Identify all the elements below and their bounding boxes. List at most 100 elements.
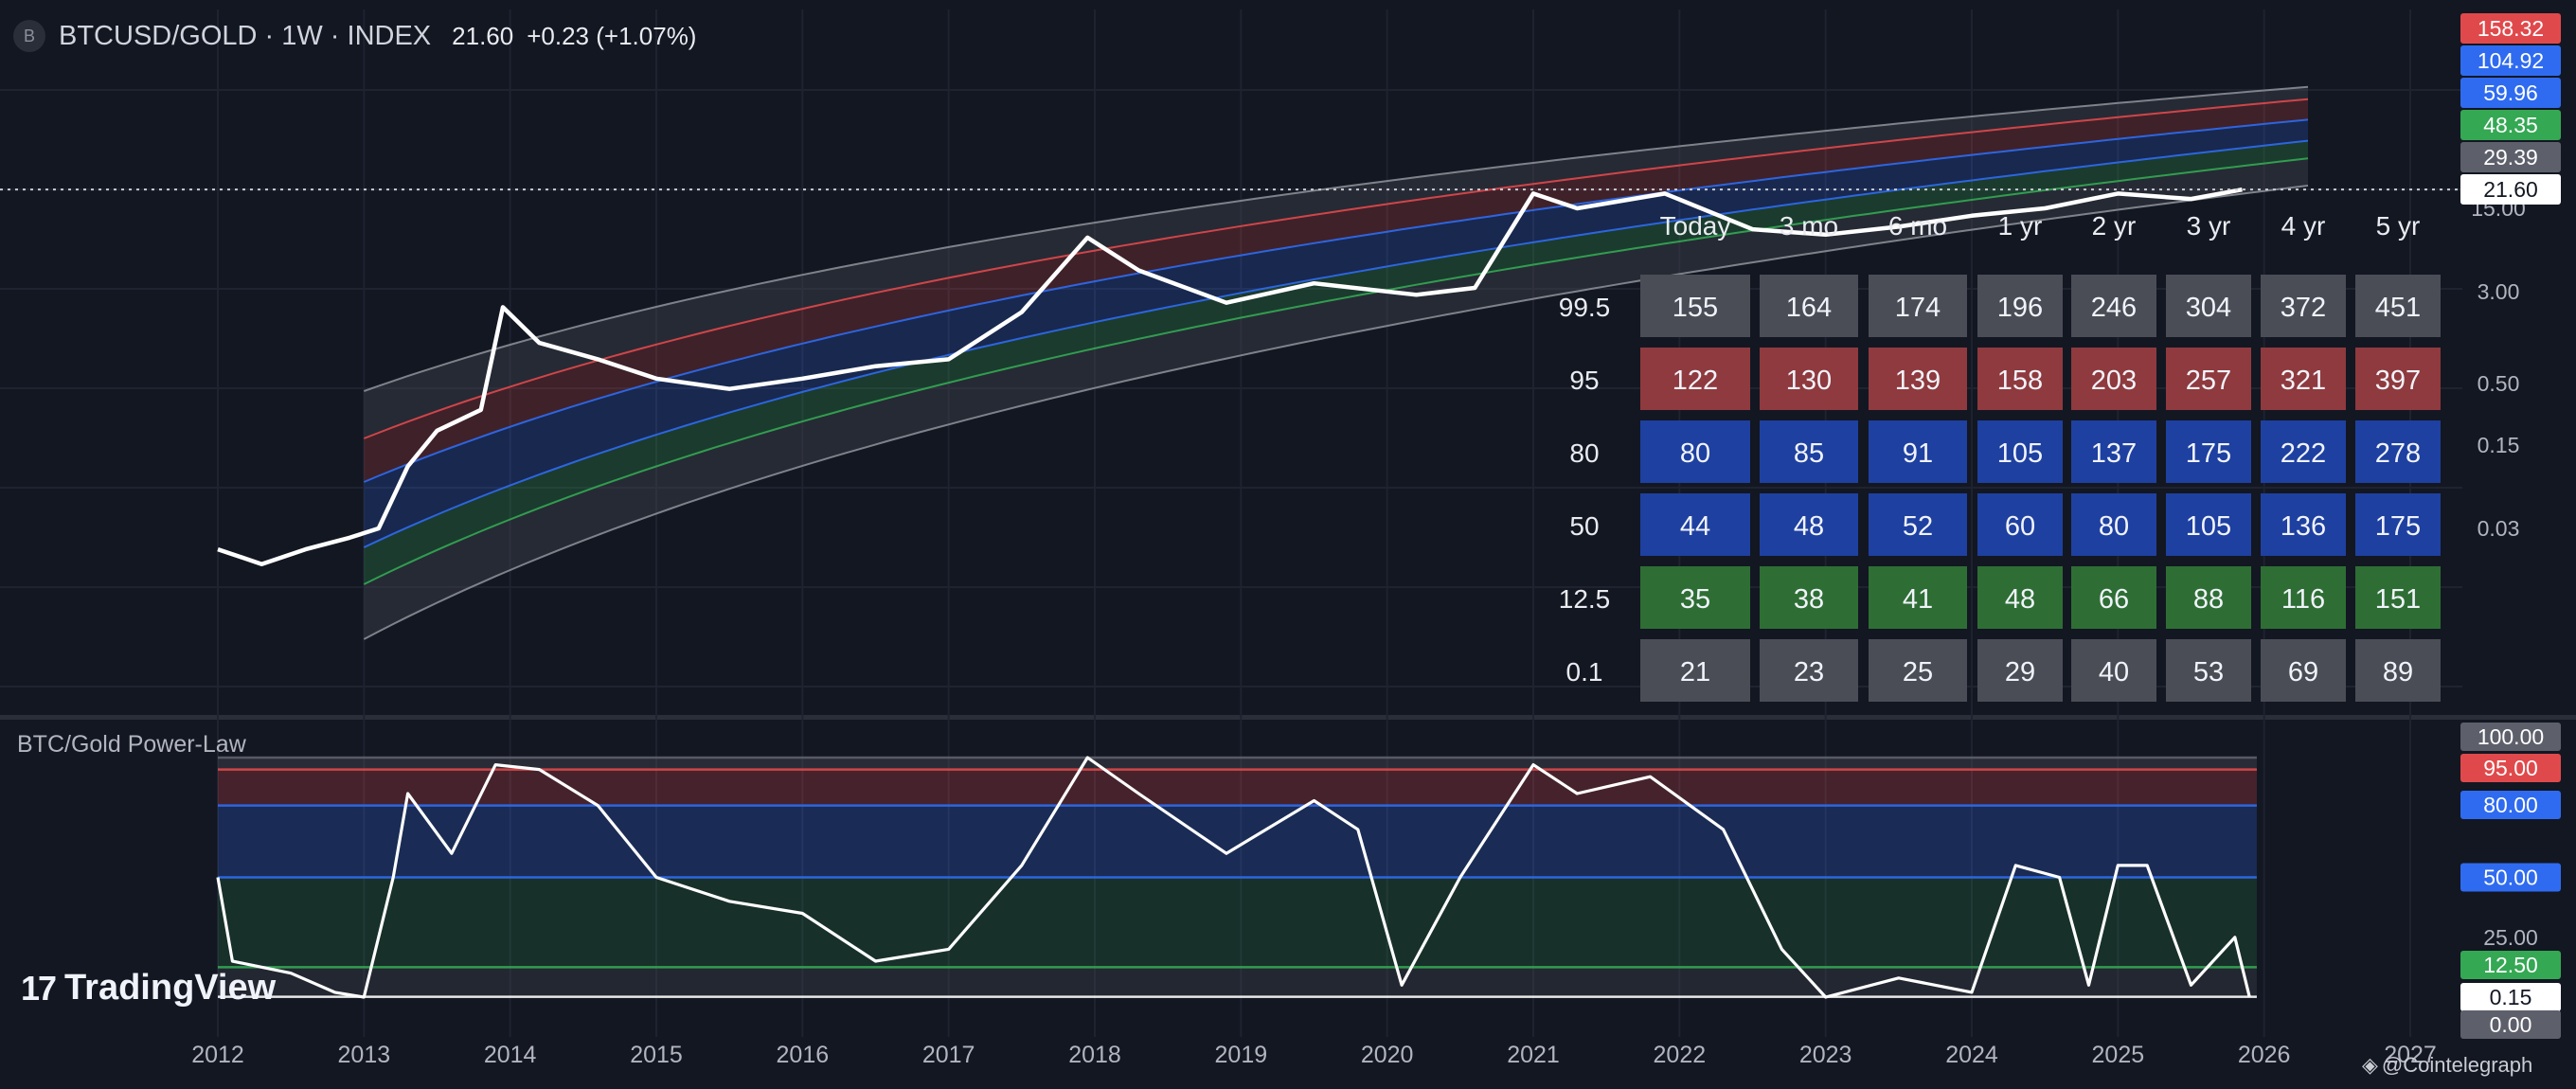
osc-tag-label: 80.00 — [2483, 793, 2538, 817]
table-row-label: 0.1 — [1566, 657, 1603, 687]
table-cell-value: 203 — [2091, 366, 2137, 396]
x-tick-label: 2022 — [1654, 1042, 1707, 1068]
table-cell — [2355, 420, 2441, 483]
x-tick-label: 2027 — [2384, 1042, 2437, 1068]
table-cell-value: 85 — [1794, 438, 1824, 469]
table-cell — [1760, 493, 1858, 556]
table-col-header: 5 yr — [2376, 211, 2421, 241]
table-cell-value: 88 — [2193, 584, 2224, 615]
price-tag-label: 29.39 — [2483, 145, 2538, 170]
table-cell-value: 151 — [2375, 584, 2421, 615]
table-cell-value: 48 — [1794, 511, 1824, 542]
x-tick-label: 2017 — [922, 1042, 975, 1068]
osc-fill-blue — [218, 805, 2257, 878]
table-cell — [2166, 420, 2251, 483]
table-cell — [1640, 420, 1750, 483]
price-tag — [2460, 45, 2561, 76]
table-col-header: 2 yr — [2092, 211, 2137, 241]
table-cell — [1977, 420, 2063, 483]
osc-axis-label: 25.00 — [2483, 925, 2538, 950]
table-cell-value: 196 — [1997, 293, 2043, 323]
table-cell — [2166, 348, 2251, 410]
table-cell — [1977, 275, 2063, 337]
table-cell-value: 155 — [1673, 293, 1718, 323]
band-top-line — [363, 85, 2309, 392]
table-cell — [1760, 348, 1858, 410]
osc-fill-top — [218, 758, 2257, 770]
price-tag — [2460, 110, 2561, 140]
table-cell — [2355, 348, 2441, 410]
x-tick-label: 2024 — [1945, 1042, 1998, 1068]
last-price: 21.60 — [452, 21, 514, 50]
osc-tag-label: 12.50 — [2483, 953, 2538, 977]
cointelegraph-icon: ◈ — [2362, 1053, 2378, 1077]
table-cell-value: 164 — [1786, 293, 1832, 323]
table-cell-value: 21 — [1680, 657, 1710, 687]
table-cell-value: 44 — [1680, 511, 1710, 542]
table-cell-value: 137 — [2091, 438, 2137, 469]
table-cell — [2071, 275, 2156, 337]
oscillator-title[interactable]: BTC/Gold Power-Law — [17, 731, 246, 758]
table-cell-value: 60 — [2005, 511, 2035, 542]
table-cell — [2166, 275, 2251, 337]
table-cell — [1760, 566, 1858, 629]
watermark-credit: ◈ @Cointelegraph — [2362, 1053, 2532, 1078]
table-cell — [2355, 275, 2441, 337]
table-col-header: 3 mo — [1780, 211, 1838, 241]
price-tag — [2460, 174, 2561, 205]
table-col-header: 4 yr — [2281, 211, 2326, 241]
table-cell-value: 38 — [1794, 584, 1824, 615]
price-tag-label: 104.92 — [2478, 48, 2544, 73]
power-law-bands — [363, 85, 2309, 640]
table-row-label: 99.5 — [1559, 293, 1611, 322]
table-col-header: 3 yr — [2187, 211, 2231, 241]
table-cell-value: 257 — [2186, 366, 2231, 396]
table-cell — [1977, 493, 2063, 556]
table-cell — [2261, 275, 2346, 337]
price-tag — [2460, 142, 2561, 172]
table-cell — [1869, 348, 1967, 410]
table-cell — [1640, 566, 1750, 629]
y-axis-label: 3.00 — [2478, 279, 2520, 304]
table-cell — [1640, 275, 1750, 337]
osc-tag — [2460, 791, 2561, 819]
table-cell-value: 66 — [2099, 584, 2129, 615]
table-cell — [1977, 566, 2063, 629]
table-cell-value: 25 — [1903, 657, 1933, 687]
symbol-title[interactable]: BTCUSD/GOLD · 1W · INDEX — [59, 20, 432, 51]
table-cell — [2355, 493, 2441, 556]
table-cell — [2261, 420, 2346, 483]
table-cell-value: 53 — [2193, 657, 2224, 687]
table-cell-value: 278 — [2375, 438, 2421, 469]
table-cell — [2355, 566, 2441, 629]
table-cell — [1869, 275, 1967, 337]
table-cell — [1869, 639, 1967, 702]
x-tick-label: 2015 — [630, 1042, 683, 1068]
table-cell-value: 52 — [1903, 511, 1933, 542]
osc-tag — [2460, 863, 2561, 892]
table-col-header: 6 mo — [1888, 211, 1947, 241]
price-line — [217, 187, 2243, 566]
y-axis-label: 0.03 — [2478, 516, 2520, 541]
table-cell-value: 246 — [2091, 293, 2137, 323]
table-cell-value: 48 — [2005, 584, 2035, 615]
table-cell — [1760, 639, 1858, 702]
x-tick-label: 2012 — [191, 1042, 244, 1068]
table-cell — [1977, 639, 2063, 702]
table-cell — [1640, 493, 1750, 556]
oscillator-panel — [216, 756, 2257, 999]
symbol-logo-icon[interactable]: B — [13, 20, 45, 52]
table-cell — [1977, 348, 2063, 410]
table-row-label: 80 — [1569, 438, 1599, 468]
table-row-label: 12.5 — [1559, 584, 1611, 614]
osc-tag — [2460, 1010, 2561, 1039]
price-tag-label: 21.60 — [2483, 177, 2538, 202]
table-cell-value: 29 — [2005, 657, 2035, 687]
table-cell — [2261, 493, 2346, 556]
table-cell — [2166, 493, 2251, 556]
x-tick-label: 2013 — [338, 1042, 391, 1068]
table-col-header: Today — [1660, 211, 1731, 241]
table-cell-value: 397 — [2375, 366, 2421, 396]
table-cell-value: 80 — [1680, 438, 1710, 469]
tradingview-logo[interactable]: 17 TradingView — [21, 968, 276, 1009]
